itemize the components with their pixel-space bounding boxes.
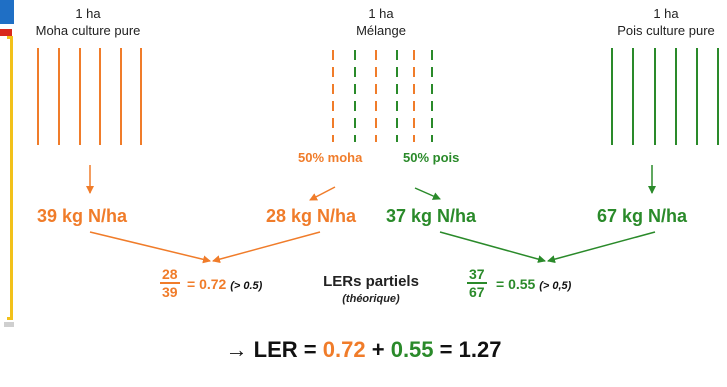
ler-pois-denominator: 67 [469, 284, 485, 300]
ler-pois-note: (> 0,5) [539, 280, 572, 292]
total-result: = 1.27 [439, 337, 502, 362]
ler-partiels-subtitle: (théorique) [342, 293, 400, 305]
ler-moha-note: (> 0.5) [230, 280, 263, 292]
total-pois-value: 0.55 [390, 337, 434, 362]
total-plus: + [371, 337, 385, 362]
frame-accent-grey [4, 322, 14, 327]
pois-plot-title: Pois culture pure [617, 23, 715, 38]
pois-area-label: 1 ha [653, 6, 679, 21]
ler-moha-denominator: 39 [162, 284, 178, 300]
moha-plot-title: Moha culture pure [35, 23, 141, 38]
moha-area-label: 1 ha [75, 6, 101, 21]
ler-moha-result: = 0.72 (> 0.5) [187, 276, 262, 292]
total-ler-equation: → LER = 0.72 + 0.55 = 1.27 [0, 337, 727, 363]
frame-accent-red [0, 29, 12, 36]
arrow-moha-mix-to-ler [212, 231, 321, 264]
total-moha-value: 0.72 [322, 337, 366, 362]
melange-plot-title: Mélange [356, 23, 406, 38]
arrow-moha-pure-to-ler [89, 231, 211, 264]
ler-moha-fraction: 28 39 [160, 266, 180, 300]
melange-rows [332, 50, 433, 142]
arrow-mix-to-moha-yield [309, 186, 336, 201]
total-arrow-icon: → [225, 337, 248, 362]
frame-accent-blue [0, 0, 14, 24]
pois-rows [611, 48, 719, 145]
yield-pois-mix: 37 kg N/ha [386, 206, 477, 226]
frame-accent-yellow [7, 36, 13, 320]
total-prefix: LER = [253, 337, 317, 362]
moha-rows [37, 48, 142, 145]
ler-pois-value: = 0.55 [496, 276, 536, 292]
arrow-mix-to-pois-yield [414, 187, 441, 200]
arrow-pois-pure-to-ler [547, 231, 656, 264]
yield-pois-pure: 67 kg N/ha [597, 206, 688, 226]
melange-area-label: 1 ha [368, 6, 394, 21]
yield-moha-pure: 39 kg N/ha [37, 206, 128, 226]
share-moha-label: 50% moha [298, 150, 363, 165]
ler-pois-numerator: 37 [467, 266, 487, 284]
yield-moha-mix: 28 kg N/ha [266, 206, 357, 226]
share-pois-label: 50% pois [403, 150, 460, 165]
arrow-pois-mix-to-ler [439, 231, 546, 263]
ler-moha-numerator: 28 [160, 266, 180, 284]
ler-pois-result: = 0.55 (> 0,5) [496, 276, 571, 292]
ler-pois-fraction: 37 67 [467, 266, 487, 300]
ler-moha-value: = 0.72 [187, 276, 227, 292]
ler-partiels-title: LERs partiels [323, 273, 419, 290]
